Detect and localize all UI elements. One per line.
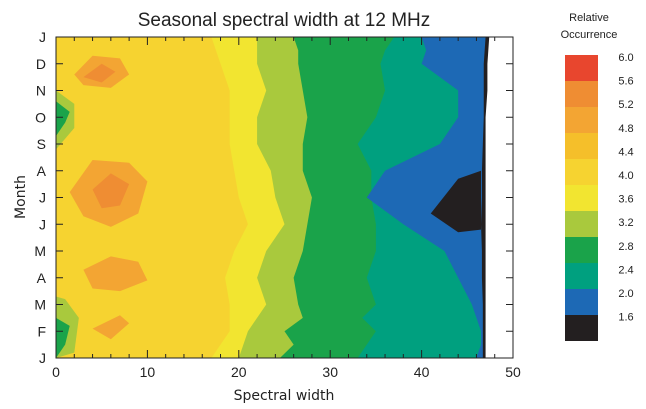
x-tick-label: 50 xyxy=(505,364,521,380)
y-tick-label: M xyxy=(34,243,46,259)
legend-tick-label: 3.6 xyxy=(618,194,633,206)
x-tick-label: 0 xyxy=(52,364,60,380)
contour-low-blob xyxy=(430,170,482,233)
legend-swatch xyxy=(565,81,598,107)
y-tick-label: F xyxy=(37,323,46,339)
legend-swatch xyxy=(565,263,598,289)
y-tick-label: J xyxy=(39,350,46,366)
legend-tick-label: 1.6 xyxy=(618,312,633,324)
contour-edge-patch-3 xyxy=(56,101,70,136)
y-tick-label: O xyxy=(35,109,46,125)
y-tick-label: D xyxy=(36,56,46,72)
y-axis-label: Month xyxy=(13,175,29,219)
legend-swatch xyxy=(565,211,598,237)
x-axis-label: Spectral width xyxy=(234,388,335,404)
x-tick-label: 10 xyxy=(140,364,156,380)
y-tick-label: J xyxy=(39,29,46,45)
y-tick-label: J xyxy=(39,190,46,206)
legend-tick-label: 2.4 xyxy=(618,264,633,276)
plot-area xyxy=(56,37,513,358)
legend-ticks: 6.0 5.6 5.2 4.8 4.4 4.0 3.6 3.2 2.8 2.4 2.0 1.6 xyxy=(618,52,633,324)
legend-tick-label: 5.2 xyxy=(618,99,633,111)
legend-swatch xyxy=(565,315,598,341)
contour-hotspot-3 xyxy=(92,315,130,340)
legend-swatch xyxy=(565,289,598,315)
y-tick-label: M xyxy=(34,297,46,313)
contour-hotspot-2 xyxy=(83,256,148,292)
legend-swatches xyxy=(565,55,598,341)
legend-tick-label: 4.0 xyxy=(618,170,633,182)
legend-title-line1: Relative xyxy=(569,12,609,24)
y-tick-label: A xyxy=(37,270,47,286)
contour-band-2 xyxy=(366,37,513,358)
y-tick-label: N xyxy=(36,83,46,99)
x-tick-label: 30 xyxy=(322,364,338,380)
legend-tick-label: 2.0 xyxy=(618,288,633,300)
legend-tick-label: 6.0 xyxy=(618,52,633,64)
legend-swatch xyxy=(565,55,598,81)
y-tick-label: J xyxy=(39,216,46,232)
color-legend: Relative Occurrence 6.0 5.6 5.2 4.8 4.4 4.0 3.… xyxy=(561,12,634,341)
y-tick-label: S xyxy=(37,136,46,152)
contour-hotspot-4 xyxy=(83,63,116,83)
y-tick-label: A xyxy=(37,163,47,179)
legend-swatch xyxy=(565,237,598,263)
legend-swatch xyxy=(565,185,598,211)
legend-swatch xyxy=(565,159,598,185)
legend-tick-label: 5.6 xyxy=(618,76,633,88)
x-axis: 0 10 20 30 40 50 xyxy=(52,37,521,380)
legend-swatch xyxy=(565,133,598,159)
x-tick-label: 40 xyxy=(414,364,430,380)
contour-edge-patch-2 xyxy=(56,317,70,358)
contour-hotspot-5 xyxy=(92,173,130,209)
legend-swatch xyxy=(565,107,598,133)
chart-title: Seasonal spectral width at 12 MHz xyxy=(138,10,431,31)
legend-tick-label: 2.8 xyxy=(618,241,633,253)
legend-title-line2: Occurrence xyxy=(561,29,618,41)
x-tick-label: 20 xyxy=(231,364,247,380)
legend-tick-label: 4.8 xyxy=(618,123,633,135)
legend-tick-label: 3.2 xyxy=(618,217,633,229)
legend-tick-label: 4.4 xyxy=(618,146,633,158)
